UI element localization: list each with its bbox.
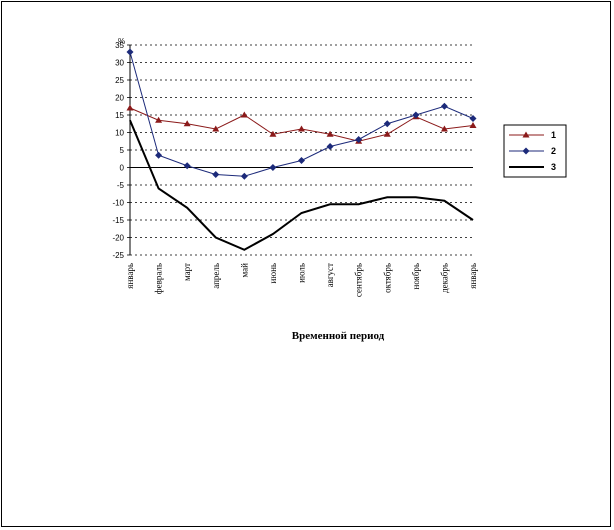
y-tick-label: 10 bbox=[115, 129, 124, 138]
data-point-series-1 bbox=[440, 125, 448, 132]
data-point-series-1 bbox=[155, 116, 163, 123]
x-tick-label: август bbox=[325, 263, 335, 287]
x-tick-labels: январь февраль март апрель май июнь июль август… bbox=[125, 263, 478, 297]
legend-label-2: 2 bbox=[551, 146, 556, 156]
x-tick-label: март bbox=[182, 263, 192, 281]
data-point-series-2 bbox=[155, 151, 163, 159]
data-point-series-1 bbox=[326, 130, 334, 137]
data-point-series-1 bbox=[298, 125, 305, 132]
y-tick-label: -15 bbox=[112, 216, 124, 225]
data-point-series-2 bbox=[240, 172, 248, 180]
y-tick-label: 20 bbox=[115, 94, 124, 103]
data-point-series-2 bbox=[383, 120, 391, 128]
data-point-series-2 bbox=[183, 162, 191, 170]
legend-label-1: 1 bbox=[551, 130, 556, 140]
x-tick-label: июнь bbox=[268, 263, 278, 283]
y-tick-label: 25 bbox=[115, 76, 124, 85]
data-point-series-2 bbox=[440, 102, 448, 110]
legend: 1 2 3 bbox=[503, 124, 567, 178]
x-tick-label: май bbox=[239, 263, 249, 278]
data-point-series-1 bbox=[240, 111, 248, 118]
y-tick-label: 5 bbox=[120, 146, 125, 155]
series-lines bbox=[126, 48, 477, 251]
data-point-series-2 bbox=[126, 48, 134, 56]
data-point-series-2 bbox=[212, 171, 220, 178]
y-axis-unit-label: % bbox=[118, 37, 125, 46]
x-tick-label: февраль bbox=[154, 263, 164, 294]
data-point-series-2 bbox=[269, 164, 277, 171]
x-tick-label: январь bbox=[125, 263, 135, 289]
x-tick-label: сентябрь bbox=[354, 263, 364, 297]
data-point-series-2 bbox=[326, 143, 334, 150]
data-point-series-2 bbox=[469, 115, 477, 122]
legend-label-3: 3 bbox=[551, 162, 556, 172]
x-tick-label: июль bbox=[297, 263, 307, 283]
y-tick-label: -5 bbox=[117, 181, 125, 190]
x-axis-title: Временной период bbox=[292, 330, 385, 342]
y-tick-label: 30 bbox=[115, 59, 124, 68]
data-point-series-2 bbox=[412, 111, 420, 119]
line-chart: -25 -20 -15 -10 -5 0 5 10 15 20 25 30 35 % январь фев… bbox=[112, 37, 567, 342]
y-tick-label: 35 bbox=[115, 41, 124, 50]
x-tick-label: декабрь bbox=[439, 263, 449, 293]
data-point-series-2 bbox=[298, 157, 305, 164]
data-point-series-1 bbox=[269, 130, 277, 137]
y-tick-label: 15 bbox=[115, 111, 124, 120]
y-tick-label: 0 bbox=[120, 164, 125, 173]
y-tick-labels: -25 -20 -15 -10 -5 0 5 10 15 20 25 30 35 bbox=[112, 41, 124, 260]
legend-marker-2 bbox=[522, 147, 530, 155]
x-tick-label: январь bbox=[468, 263, 478, 289]
x-tick-label: апрель bbox=[211, 263, 221, 289]
data-point-series-1 bbox=[126, 104, 134, 111]
gridlines bbox=[130, 44, 473, 256]
data-point-series-1 bbox=[469, 122, 477, 128]
data-point-series-2 bbox=[355, 136, 363, 143]
data-point-series-1 bbox=[212, 125, 220, 132]
y-tick-label: -25 bbox=[112, 251, 124, 260]
data-point-series-1 bbox=[383, 130, 391, 137]
legend-marker-1 bbox=[522, 131, 530, 138]
data-point-series-1 bbox=[183, 120, 191, 127]
x-tick-label: октябрь bbox=[382, 263, 392, 293]
y-tick-label: -20 bbox=[112, 234, 124, 243]
series-line-3 bbox=[129, 119, 474, 251]
x-tick-label: ноябрь bbox=[411, 263, 421, 289]
y-tick-label: -10 bbox=[112, 199, 124, 208]
